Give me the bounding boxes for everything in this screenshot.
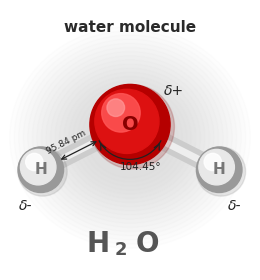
Text: water molecule: water molecule <box>64 20 196 35</box>
Circle shape <box>204 153 222 171</box>
Text: δ-: δ- <box>228 199 242 213</box>
Circle shape <box>26 153 43 171</box>
Circle shape <box>18 147 67 196</box>
Circle shape <box>197 147 242 192</box>
Circle shape <box>90 84 170 165</box>
Text: δ+: δ+ <box>164 84 184 98</box>
Text: 2: 2 <box>114 241 127 260</box>
Circle shape <box>90 85 174 169</box>
Circle shape <box>197 147 246 196</box>
Text: O: O <box>135 230 159 258</box>
Circle shape <box>18 147 63 192</box>
Text: δ-: δ- <box>18 199 32 213</box>
Text: 95.84 pm: 95.84 pm <box>44 129 87 157</box>
Text: H: H <box>86 230 109 258</box>
Circle shape <box>21 150 56 185</box>
Circle shape <box>107 99 125 116</box>
Text: 104.45°: 104.45° <box>120 162 161 172</box>
Circle shape <box>102 94 140 132</box>
Circle shape <box>199 150 234 185</box>
Circle shape <box>95 89 159 153</box>
Text: H: H <box>34 162 47 177</box>
Text: O: O <box>122 115 138 134</box>
Text: H: H <box>213 162 226 177</box>
